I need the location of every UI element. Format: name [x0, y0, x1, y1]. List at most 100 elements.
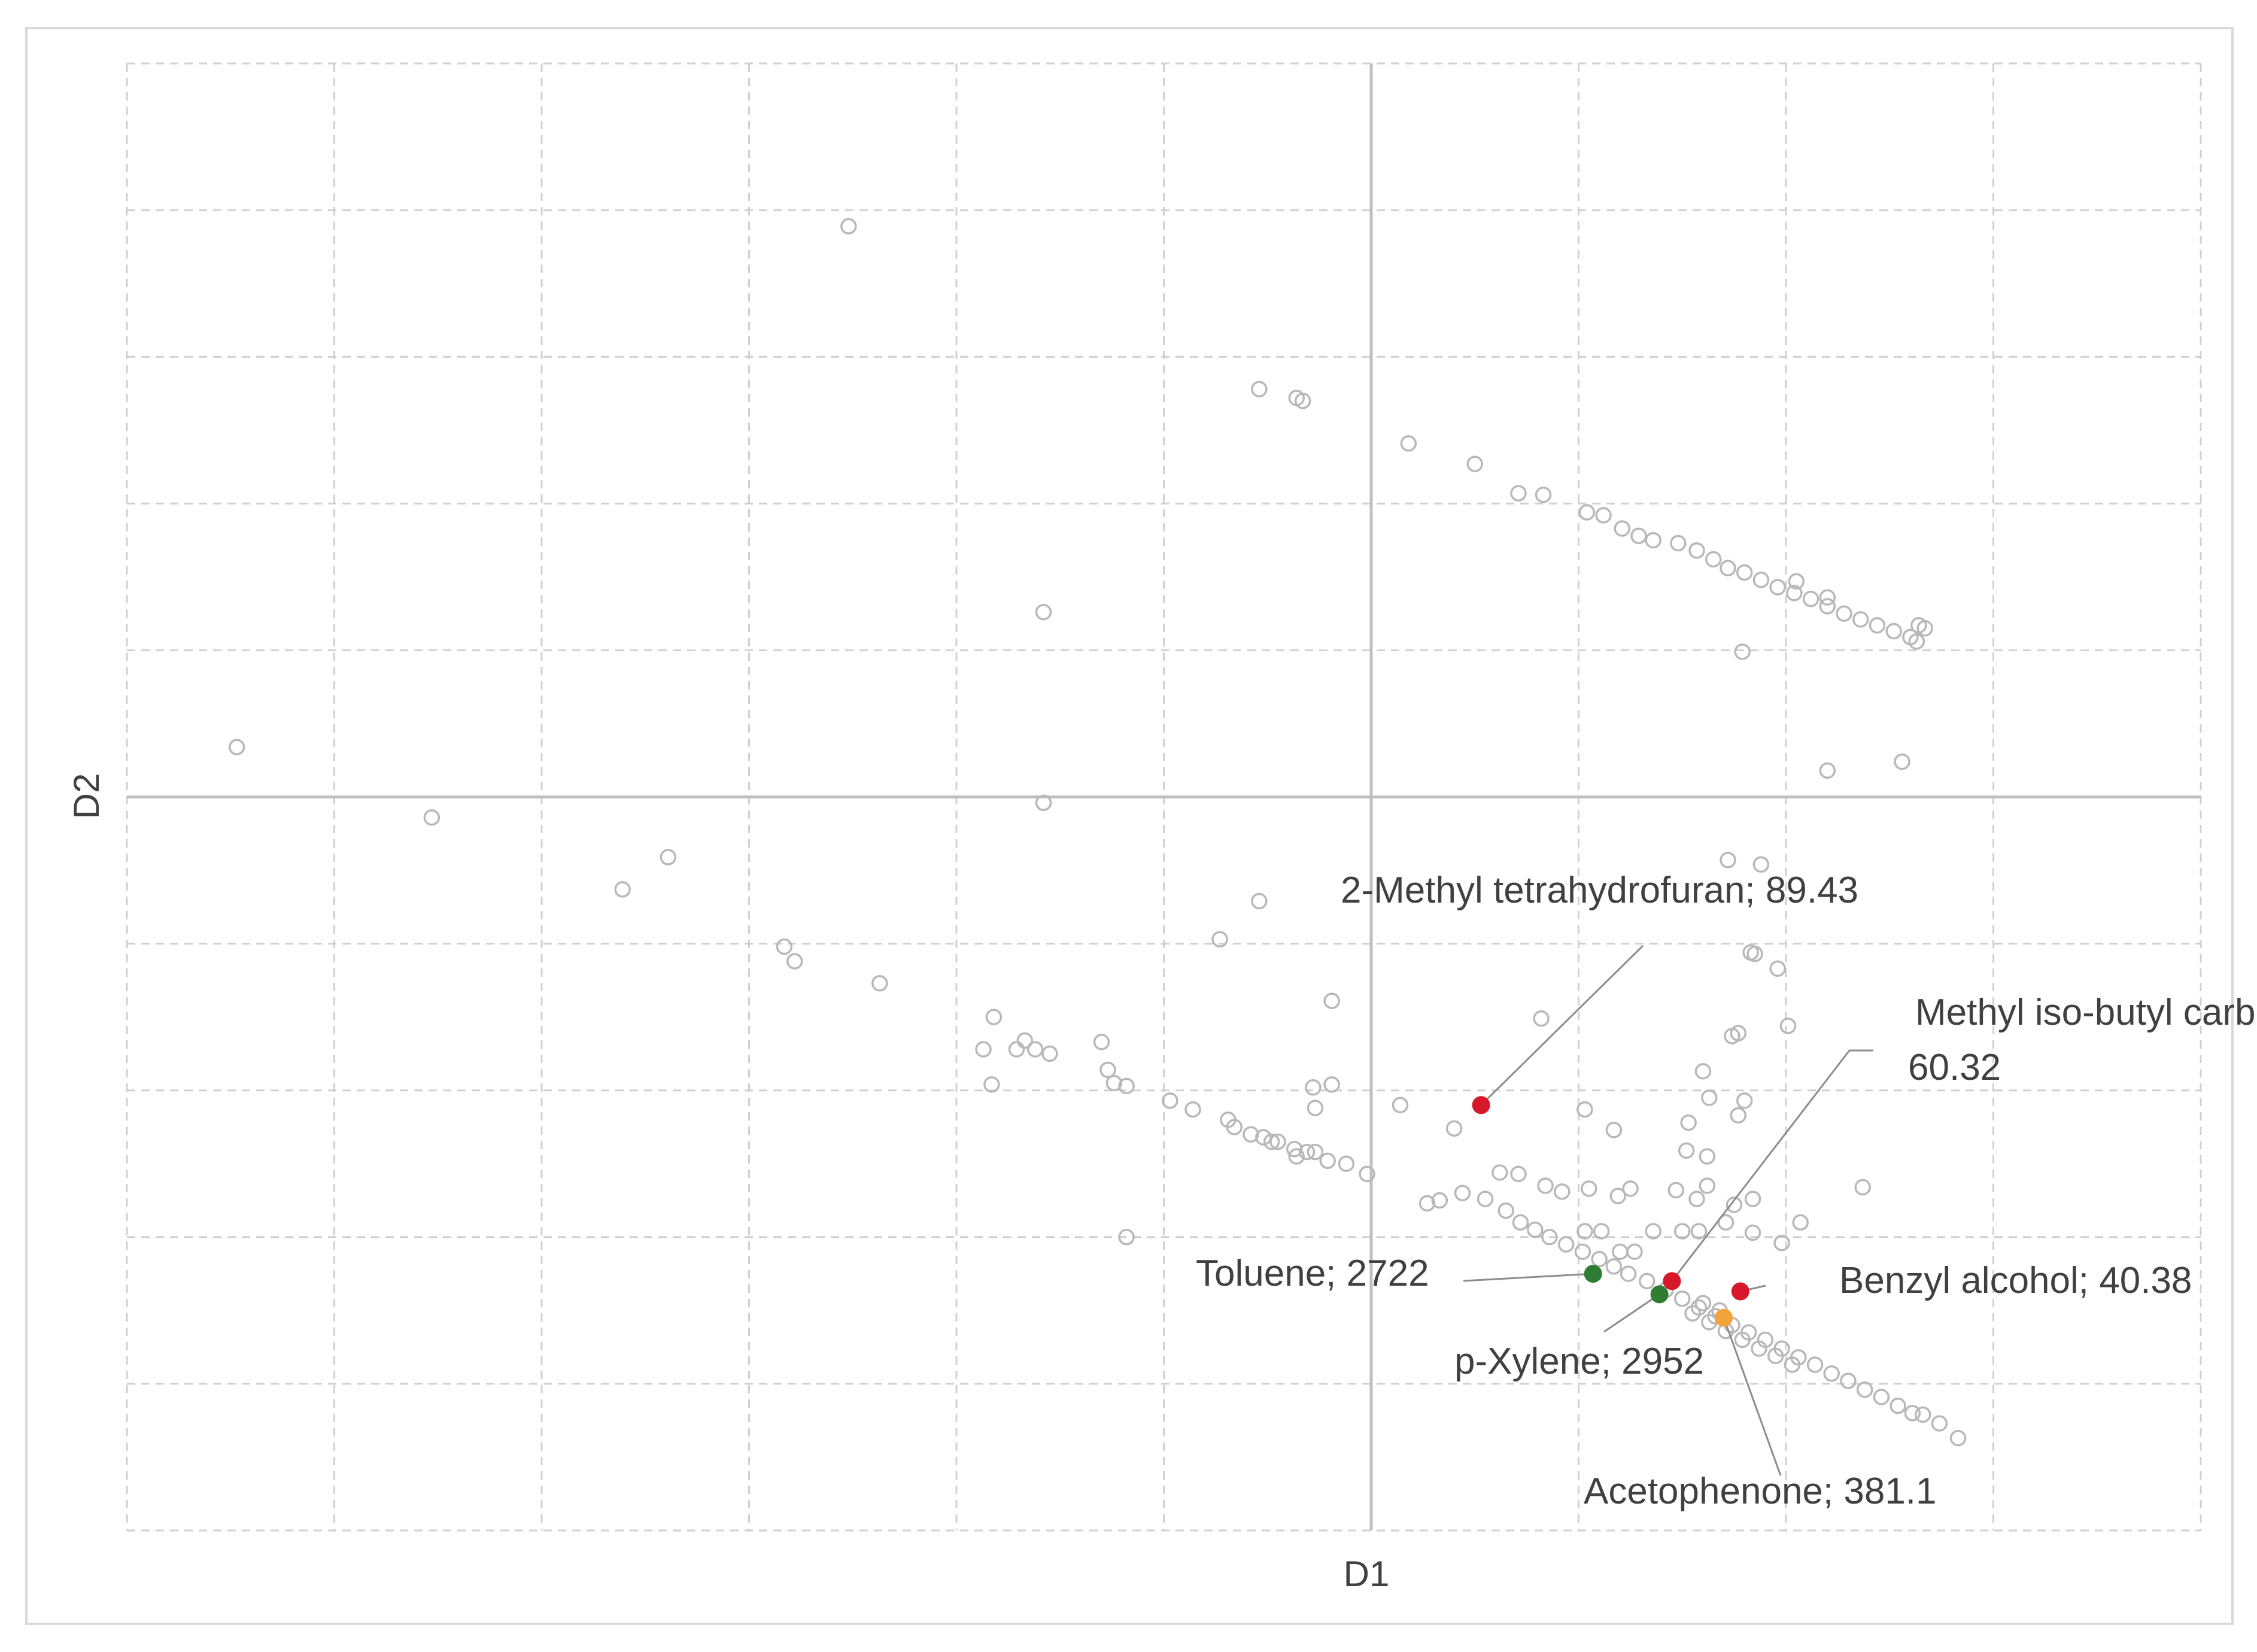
data-point: [1035, 794, 1052, 812]
data-point: [1294, 392, 1311, 409]
data-point: [1784, 1356, 1801, 1373]
data-point: [985, 1009, 1003, 1025]
data-point: [1620, 1265, 1637, 1282]
point-labels: 2-Methyl tetrahydrofuran; 89.43 Methyl is…: [1196, 870, 2257, 1512]
data-point: [1854, 1179, 1871, 1196]
x-axis-label: D1: [1344, 1554, 1390, 1594]
data-point: [975, 1041, 992, 1058]
data-point: [1578, 504, 1596, 521]
point-label: 2-Methyl tetrahydrofuran; 89.43: [1341, 870, 1858, 911]
data-point: [1510, 485, 1527, 502]
highlighted-point: [1650, 1285, 1669, 1304]
data-point: [1730, 1107, 1747, 1124]
data-point: [1392, 1097, 1409, 1113]
data-point: [1557, 1236, 1575, 1253]
data-point: [1454, 1185, 1471, 1202]
data-point: [1630, 527, 1647, 544]
data-point: [1298, 1143, 1316, 1161]
leader-line: [1723, 1317, 1782, 1476]
data-point: [1537, 1177, 1554, 1194]
data-point: [1466, 455, 1483, 472]
data-point: [1752, 572, 1770, 588]
data-point: [1819, 598, 1836, 615]
data-point: [1819, 762, 1836, 779]
data-point: [1699, 1148, 1716, 1165]
data-point: [1705, 551, 1722, 568]
point-label: 60.32: [1908, 1047, 2001, 1088]
background-points: [228, 218, 1967, 1447]
data-point: [1609, 1188, 1627, 1204]
data-point: [1836, 605, 1852, 622]
data-point: [1885, 622, 1902, 640]
point-label: Acetophenone; 381.1: [1584, 1471, 1937, 1512]
data-point: [1593, 1223, 1610, 1240]
data-point: [786, 953, 803, 970]
leader-line: [1671, 1049, 1873, 1282]
data-point: [1910, 617, 1927, 634]
leader-lines: [1463, 945, 1873, 1476]
axes: [127, 63, 2201, 1530]
data-point: [1819, 589, 1836, 606]
data-point: [1162, 1092, 1178, 1109]
data-point: [1288, 1148, 1305, 1165]
data-point: [1788, 573, 1805, 590]
data-point: [1908, 633, 1925, 650]
data-point: [1359, 1165, 1375, 1183]
data-point: [983, 1076, 1000, 1093]
leader-line: [1463, 1273, 1593, 1282]
highlighted-point: [1584, 1265, 1602, 1283]
data-point: [871, 975, 888, 992]
data-point: [1008, 1041, 1025, 1058]
data-point: [1622, 1180, 1639, 1197]
y-axis-label: D2: [66, 773, 107, 819]
data-point: [1720, 852, 1736, 868]
data-point: [1684, 1305, 1701, 1322]
data-point: [1016, 1032, 1034, 1049]
data-point: [1041, 1045, 1058, 1062]
data-point: [1251, 381, 1268, 397]
data-point: [1734, 643, 1751, 660]
data-point: [1699, 1177, 1716, 1194]
data-point: [1752, 856, 1770, 873]
highlighted-point: [1663, 1272, 1681, 1290]
data-point: [1554, 1183, 1571, 1200]
data-point: [1574, 1243, 1591, 1261]
data-point: [1701, 1089, 1718, 1106]
point-label: Toluene; 2722: [1196, 1253, 1429, 1294]
data-point: [1645, 1223, 1661, 1240]
point-label: Methyl iso-butyl carbinol;: [1915, 992, 2257, 1033]
data-point: [1477, 1191, 1494, 1207]
data-point: [1491, 1164, 1508, 1181]
highlighted-point: [1715, 1308, 1733, 1327]
data-point: [614, 881, 631, 898]
data-point: [1744, 1191, 1761, 1207]
data-point: [1118, 1077, 1135, 1095]
data-point: [1873, 1389, 1890, 1405]
data-point: [1400, 435, 1417, 452]
data-point: [1806, 1356, 1824, 1373]
data-point: [1535, 486, 1552, 503]
data-point: [1720, 560, 1736, 576]
data-point: [1767, 1347, 1784, 1365]
data-point: [1323, 1076, 1340, 1093]
data-point: [1680, 1114, 1697, 1131]
data-point: [1724, 1028, 1740, 1044]
data-point: [1894, 753, 1910, 770]
data-point: [1736, 1092, 1753, 1109]
data-point: [1949, 1429, 1967, 1447]
data-point: [1717, 1214, 1734, 1231]
data-point: [1694, 1063, 1712, 1080]
data-point: [1576, 1223, 1593, 1240]
data-point: [1605, 1122, 1623, 1138]
data-point: [1639, 1273, 1655, 1290]
point-label: Benzyl alcohol; 40.38: [1839, 1260, 2192, 1301]
data-point: [1338, 1155, 1355, 1172]
data-point: [1512, 1214, 1529, 1231]
data-point: [1184, 1101, 1201, 1118]
data-point: [1840, 1372, 1857, 1389]
data-point: [1614, 520, 1631, 537]
data-point: [1431, 1192, 1448, 1209]
data-point: [1670, 535, 1687, 552]
data-point: [1541, 1229, 1558, 1246]
data-point: [1418, 1195, 1436, 1212]
